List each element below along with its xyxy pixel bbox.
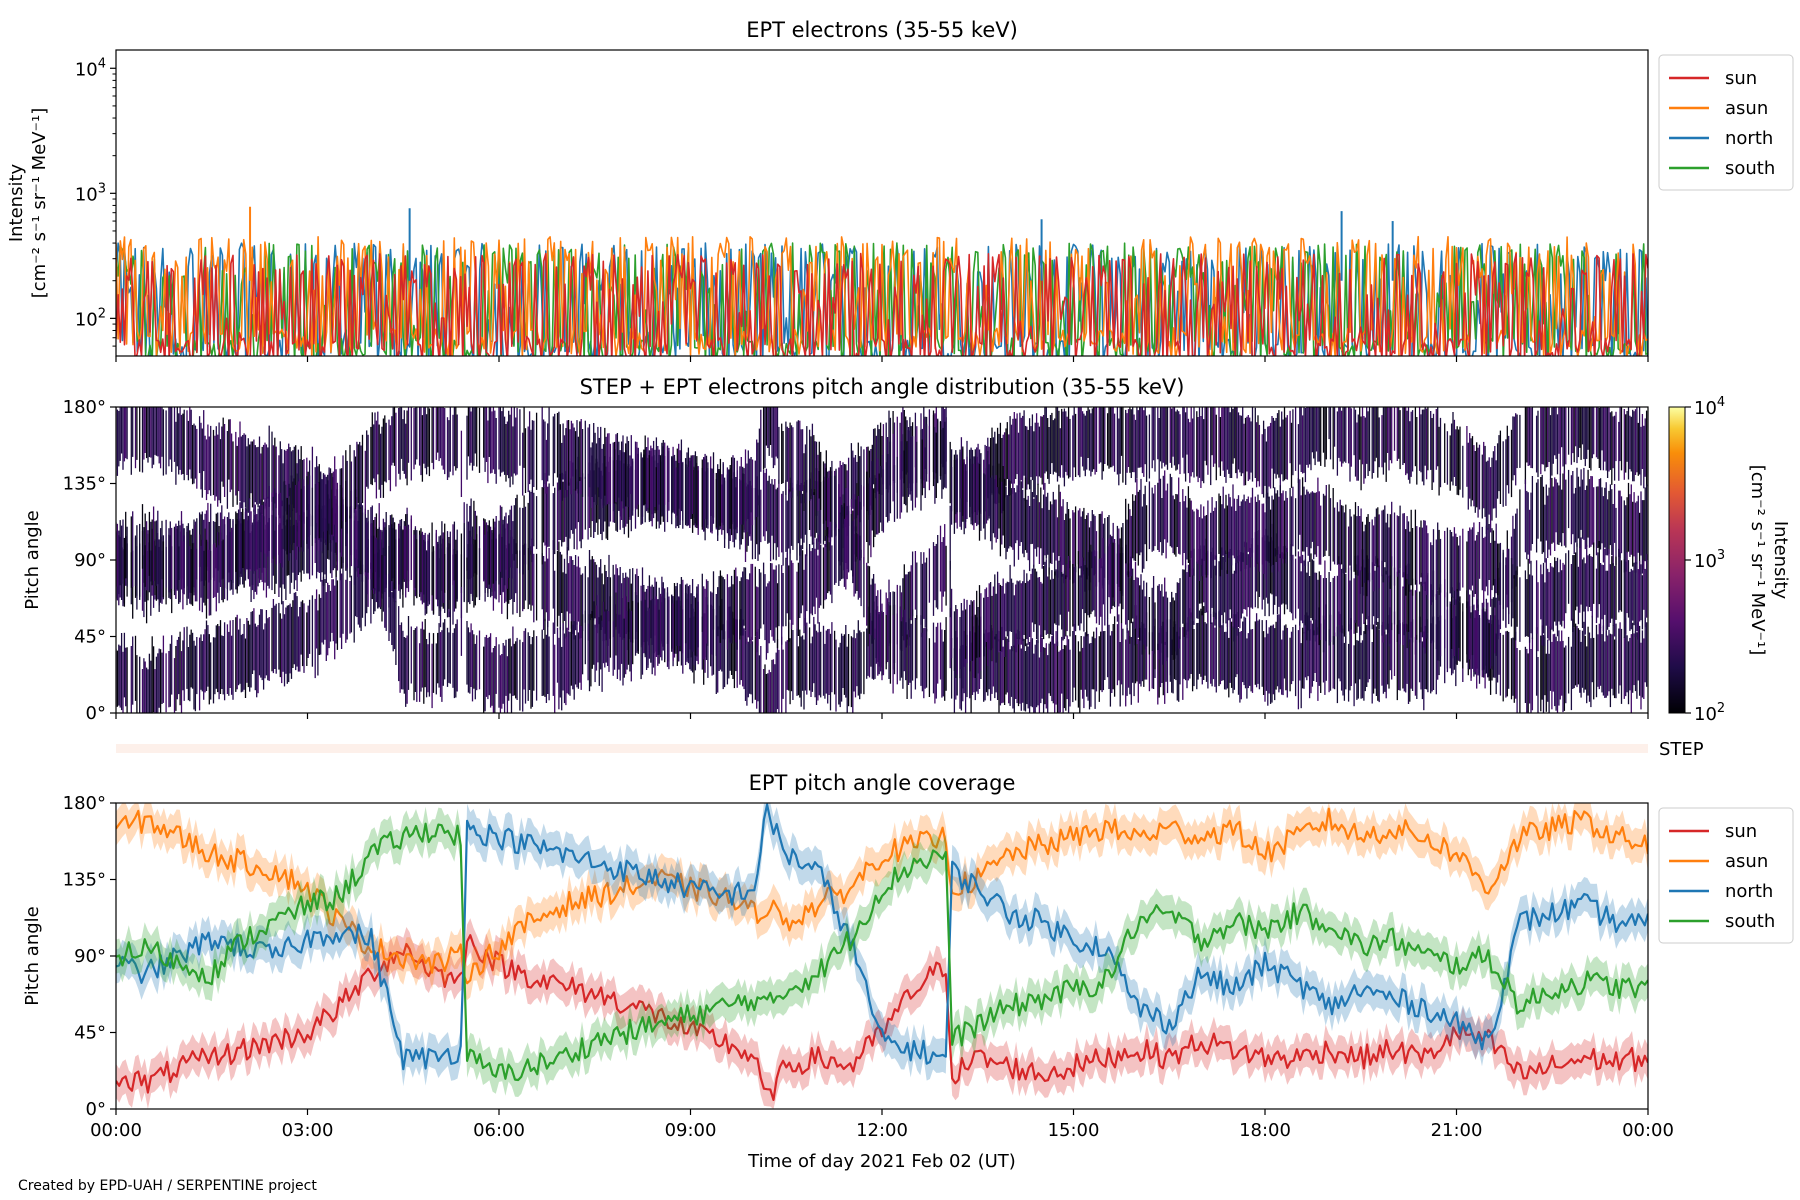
y-tick-label: 45° [74,627,106,648]
x-tick-label: 15:00 [1048,1120,1100,1141]
x-tick-label: 00:00 [90,1120,142,1141]
x-tick-label: 00:00 [1622,1120,1674,1141]
y-tick-label: 90° [74,946,106,967]
y-tick-label: 90° [74,550,106,571]
legend-label-asun: asun [1725,98,1768,119]
y-tick-label: 135° [63,870,106,891]
colorbar-label: Intensity [1770,521,1791,600]
step-band-label: STEP [1659,739,1704,760]
y-tick-label: 180° [63,793,106,814]
intensity-panel: EPT electrons (35-55 keV) 102 103 104 Inte… [6,18,1794,362]
x-axis-label: Time of day 2021 Feb 02 (UT) [747,1151,1016,1172]
pad-panel-title: STEP + EPT electrons pitch angle distrib… [580,375,1185,399]
y-tick-label: 180° [63,397,106,418]
coverage-legend: sun asun north south [1658,807,1794,944]
legend-label-asun: asun [1725,851,1768,872]
series-line-asun [116,235,1648,356]
x-tick-label: 03:00 [282,1120,334,1141]
coverage-line-north [116,803,1648,1071]
intensity-y-ticks: 102 103 104 [75,56,116,347]
colorbar-gradient [1668,406,1686,714]
y-tick-label: 0° [86,703,106,724]
legend-label-south: south [1725,158,1775,179]
coverage-panel-title: EPT pitch angle coverage [749,771,1016,795]
legend-label-sun: sun [1725,68,1757,89]
intensity-legend-box [1658,54,1794,191]
pad-panel: STEP + EPT electrons pitch angle distrib… [22,375,1791,725]
series-line-sun [116,252,1648,356]
legend-label-north: north [1725,881,1773,902]
colorbar-tick-label: 104 [1694,395,1725,419]
coverage-band-south [116,806,1648,1097]
x-tick-label: 21:00 [1431,1120,1483,1141]
coverage-series [116,803,1648,1109]
intensity-x-ticks [115,356,1649,362]
y-tick-label: 45° [74,1023,106,1044]
step-band-bar [116,744,1648,753]
legend-label-sun: sun [1725,821,1757,842]
colorbar-label-units: [cm⁻² s⁻¹ sr⁻¹ MeV⁻¹] [1747,465,1768,656]
intensity-series [116,206,1648,356]
pad-y-label: Pitch angle [22,510,43,609]
x-tick-label: 09:00 [665,1120,717,1141]
intensity-panel-title: EPT electrons (35-55 keV) [746,18,1018,42]
coverage-y-ticks: 0° 45° 90° 135° 180° [63,793,116,1120]
x-tick-label: 06:00 [473,1120,525,1141]
pad-heatmap [116,407,1648,713]
y-tick-label: 104 [75,56,106,80]
intensity-y-label-units: [cm⁻² s⁻¹ sr⁻¹ MeV⁻¹] [29,108,50,299]
step-band: STEP [116,739,1704,760]
colorbar-tick-label: 102 [1694,701,1725,725]
pad-colorbar: 102 103 104 Intensity [cm⁻² s⁻¹ sr⁻¹ MeV⁻¹… [1668,395,1791,725]
coverage-band-asun [116,803,1648,1001]
coverage-x-ticks: 00:00 03:00 06:00 09:00 12:00 15:00 18:00 21:00… [90,1109,1674,1141]
pad-y-ticks: 0° 45° 90° 135° 180° [63,397,116,724]
coverage-legend-box [1658,807,1794,944]
coverage-y-label: Pitch angle [22,906,43,1005]
credit-text: Created by EPD-UAH / SERPENTINE project [18,1178,317,1194]
coverage-line-sun [116,934,1648,1101]
coverage-panel: EPT pitch angle coverage 0° 45° 90° 135° 180… [22,771,1794,1172]
colorbar-ticks: 102 103 104 [1685,395,1725,725]
y-tick-label: 103 [75,181,106,205]
intensity-y-label: Intensity [6,163,27,242]
pad-x-ticks [115,713,1649,719]
intensity-legend: sun asun north south [1658,54,1794,191]
y-tick-label: 135° [63,474,106,495]
x-tick-label: 18:00 [1239,1120,1291,1141]
coverage-line-south [116,822,1648,1082]
legend-label-north: north [1725,128,1773,149]
y-tick-label: 0° [86,1099,106,1120]
coverage-line-asun [116,807,1648,985]
x-tick-label: 12:00 [856,1120,908,1141]
legend-label-south: south [1725,911,1775,932]
y-tick-label: 102 [75,306,106,330]
colorbar-tick-label: 103 [1694,548,1725,572]
